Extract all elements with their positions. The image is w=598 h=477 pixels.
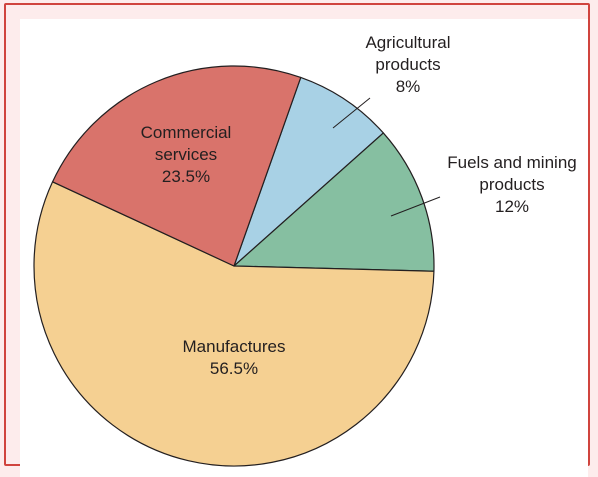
label-line: Commercial [141, 123, 232, 142]
label-line: 8% [396, 77, 421, 96]
label-line: services [155, 145, 217, 164]
label-line: products [375, 55, 440, 74]
slice-agricultural-products [233, 76, 384, 267]
pie-slices [33, 65, 435, 467]
slice-labels: Agricultural products 8% Fuels and mining pr… [141, 33, 577, 378]
label-line: Manufactures [183, 337, 286, 356]
leader-line-fuels-and-mining-products [390, 196, 441, 217]
slice-manufactures [33, 181, 435, 467]
label-line: 12% [495, 197, 529, 216]
label-line: Agricultural [365, 33, 450, 52]
slice-commercial-services [51, 65, 302, 267]
label-commercial-services: Commercial services 23.5% [141, 123, 232, 186]
label-line: Fuels and mining [447, 153, 576, 172]
label-agricultural-products: Agricultural products 8% [365, 33, 450, 96]
leader-line-agricultural-products [332, 97, 371, 129]
label-line: products [479, 175, 544, 194]
label-manufactures: Manufactures 56.5% [183, 337, 286, 378]
slice-fuels-and-mining-products [233, 132, 435, 272]
leader-lines [332, 97, 441, 217]
label-line: 23.5% [162, 167, 210, 186]
label-fuels-and-mining-products: Fuels and mining products 12% [447, 153, 576, 216]
label-line: 56.5% [210, 359, 258, 378]
